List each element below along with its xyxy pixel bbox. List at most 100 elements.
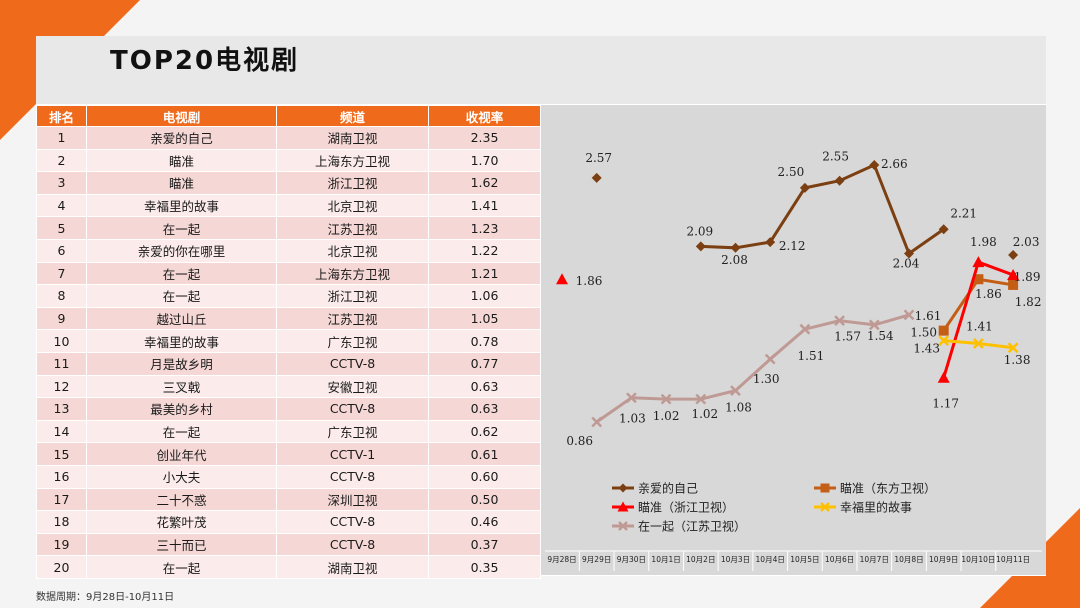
rank-cell: 9 [36,306,87,331]
table-row: 14 在一起 广东卫视 0.62 [36,419,541,444]
drama-cell: 在一起 [86,419,277,444]
table-row: 7 在一起 上海东方卫视 1.21 [36,261,541,286]
table-row: 17 二十不惑 深圳卫视 0.50 [36,487,541,512]
drama-cell: 瞄准 [86,148,277,173]
drama-cell: 花繁叶茂 [86,510,277,534]
table-row: 19 三十而已 CCTV-8 0.37 [36,532,541,557]
x-tick-label: 10月1日 [651,555,680,564]
data-label: 1.98 [970,235,997,249]
data-point [937,371,950,383]
rating-cell: 0.60 [428,464,541,489]
data-point [973,274,984,285]
data-label: 2.57 [585,151,612,165]
data-label: 1.57 [834,330,861,344]
table-row: 1 亲爱的自己 湖南卫视 2.35 [36,126,541,150]
channel-cell: CCTV-8 [276,510,429,534]
x-tick-label: 9月29日 [582,555,611,564]
drama-cell: 在一起 [86,261,277,286]
rating-cell: 1.21 [428,261,541,286]
data-label: 1.61 [915,309,942,323]
channel-cell: CCTV-8 [276,351,429,376]
channel-cell: 浙江卫视 [276,171,429,195]
channel-cell: 广东卫视 [276,419,429,444]
rank-cell: 1 [36,126,87,150]
x-tick-label: 10月5日 [790,555,819,564]
rank-cell: 7 [36,261,87,286]
data-label: 2.09 [686,224,713,238]
channel-cell: 安徽卫视 [276,374,429,399]
rating-cell: 0.50 [428,487,541,512]
legend-marker [820,502,830,512]
data-point [1008,279,1019,290]
data-point [1008,249,1019,260]
data-point [695,393,707,405]
drama-cell: 亲爱的你在哪里 [86,238,277,263]
data-point [695,241,706,252]
data-point [556,273,568,285]
drama-cell: 小大夫 [86,464,277,489]
data-point [591,172,602,183]
table-row: 15 创业年代 CCTV-1 0.61 [36,442,541,466]
data-point [626,392,637,404]
drama-cell: 二十不惑 [86,487,277,512]
data-point [1007,268,1020,280]
x-tick-label: 10月11日 [996,555,1030,564]
drama-cell: 在一起 [86,555,277,579]
data-point [765,237,776,248]
rating-cell: 0.78 [428,329,541,353]
drama-cell: 三叉戟 [86,374,277,399]
channel-cell: CCTV-8 [276,464,429,489]
drama-cell: 在一起 [86,216,277,240]
drama-cell: 亲爱的自己 [86,126,277,150]
data-point [938,325,949,336]
data-label: 2.04 [893,257,920,271]
table-row: 4 幸福里的故事 北京卫视 1.41 [36,193,541,218]
rank-cell: 12 [36,374,87,399]
rating-cell: 0.61 [428,442,541,466]
data-label: 1.08 [725,401,752,415]
x-tick-label: 10月2日 [686,555,715,564]
x-tick-label: 10月3日 [721,555,750,564]
data-label: 1.41 [966,319,993,333]
x-tick-label: 10月8日 [894,555,923,564]
title-band [36,36,1046,104]
data-period-note: 数据周期：9月28日-10月11日 [36,592,175,603]
drama-cell: 创业年代 [86,442,277,466]
data-point [591,416,603,428]
drama-cell: 月是故乡明 [86,351,277,376]
channel-cell: CCTV-8 [276,397,429,421]
rating-cell: 0.63 [428,397,541,421]
data-label: 1.38 [1004,353,1031,367]
rating-cell: 0.63 [428,374,541,399]
drama-cell: 最美的乡村 [86,397,277,421]
table-row: 11 月是故乡明 CCTV-8 0.77 [36,351,541,376]
table-row: 10 幸福里的故事 广东卫视 0.78 [36,329,541,353]
header-channel: 频道 [276,105,429,127]
data-label: 1.51 [798,349,825,363]
data-point [799,323,811,335]
drama-cell: 瞄准 [86,171,277,195]
x-tick-label: 10月6日 [825,555,854,564]
legend-marker [617,501,629,512]
data-label: 1.82 [1015,295,1042,309]
header-drama: 电视剧 [86,105,277,127]
data-label: 1.54 [867,329,894,343]
table-row: 13 最美的乡村 CCTV-8 0.63 [36,397,541,421]
data-point [834,175,845,186]
data-point [904,248,914,259]
series-line [595,313,910,424]
data-label: 2.12 [779,239,806,253]
table-row: 18 花繁叶茂 CCTV-8 0.46 [36,510,541,534]
data-label: 2.08 [721,253,748,267]
legend-label: 幸福里的故事 [840,500,912,515]
data-label: 1.86 [576,274,603,288]
data-point [1007,342,1019,354]
table-row: 3 瞄准 浙江卫视 1.62 [36,171,541,195]
rank-cell: 2 [36,148,87,173]
data-point [799,182,810,193]
x-tick-label: 9月30日 [617,555,646,564]
rank-cell: 10 [36,329,87,353]
legend-label: 亲爱的自己 [638,481,698,496]
series-line [700,162,945,256]
rank-cell: 15 [36,442,87,466]
